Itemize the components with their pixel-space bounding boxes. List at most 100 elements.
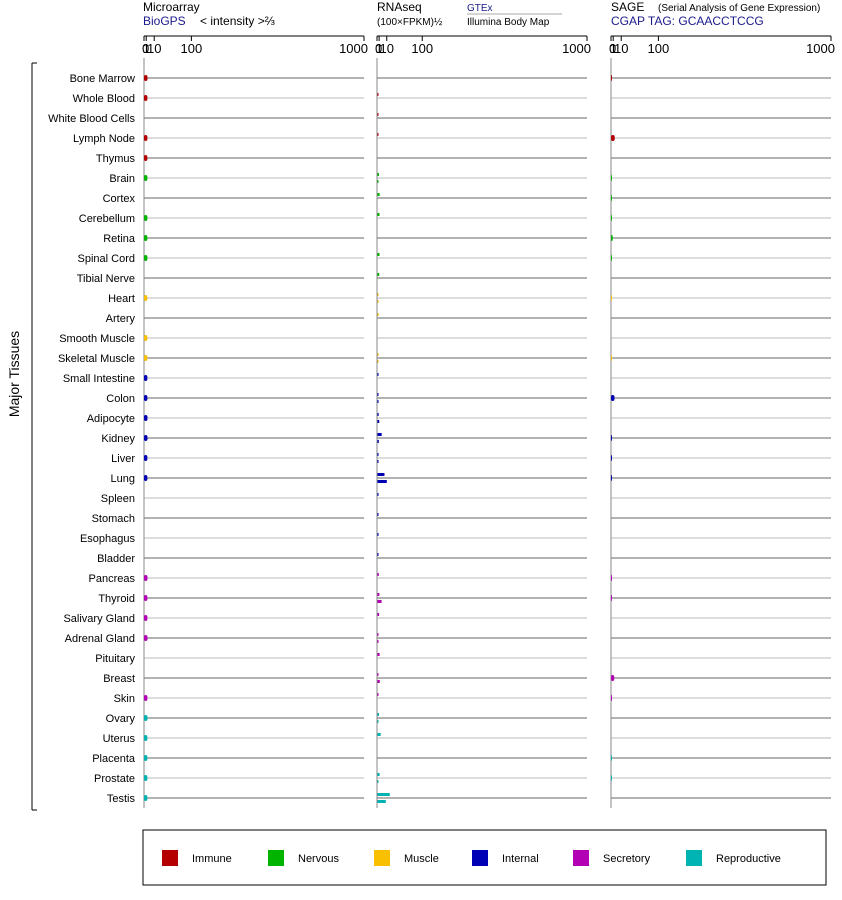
panel-unit-rnaseq: (100×FPKM)½ bbox=[377, 17, 443, 28]
bar-illumina-breast bbox=[377, 680, 380, 683]
tissue-label-small-intestine: Small Intestine bbox=[63, 373, 135, 385]
tissue-label-lymph-node: Lymph Node bbox=[73, 133, 135, 145]
tick-label-p2-1: 1 bbox=[610, 41, 617, 56]
bar-gtex-spleen bbox=[377, 493, 379, 496]
bar-sage-retina bbox=[611, 235, 613, 241]
panel-title-rnaseq: RNAseq bbox=[377, 0, 422, 14]
bar-illumina-ovary bbox=[377, 720, 379, 723]
bar-sage-lung bbox=[611, 475, 612, 481]
tissue-label-salivary-gland: Salivary Gland bbox=[63, 613, 135, 625]
tissue-label-tibial-nerve: Tibial Nerve bbox=[77, 273, 135, 285]
bar-microarray-retina bbox=[144, 235, 148, 241]
bar-sage-brain bbox=[611, 175, 612, 181]
bar-sage-kidney bbox=[611, 435, 612, 441]
bar-illumina-skeletal-muscle bbox=[377, 360, 379, 363]
tissue-label-smooth-muscle: Smooth Muscle bbox=[59, 333, 135, 345]
tissue-label-bladder: Bladder bbox=[97, 553, 135, 565]
bar-microarray-spinal-cord bbox=[144, 255, 148, 261]
bar-microarray-placenta bbox=[144, 755, 148, 761]
tissue-label-brain: Brain bbox=[109, 173, 135, 185]
legend-swatch-reproductive bbox=[686, 850, 702, 866]
bar-gtex-colon bbox=[377, 393, 379, 396]
bar-sage-breast bbox=[611, 675, 615, 681]
bar-microarray-prostate bbox=[144, 775, 148, 781]
tick-label-p1-4: 1000 bbox=[562, 41, 591, 56]
tissue-label-skin: Skin bbox=[114, 693, 135, 705]
series-label-illumina: Illumina Body Map bbox=[467, 17, 550, 28]
legend-label-muscle: Muscle bbox=[404, 853, 439, 865]
bar-microarray-thymus bbox=[144, 155, 148, 161]
bar-microarray-adrenal-gland bbox=[144, 635, 148, 641]
bar-sage-lymph-node bbox=[611, 135, 615, 141]
legend-label-reproductive: Reproductive bbox=[716, 853, 781, 865]
bar-microarray-kidney bbox=[144, 435, 148, 441]
legend-swatch-nervous bbox=[268, 850, 284, 866]
tissue-label-stomach: Stomach bbox=[92, 513, 135, 525]
tissue-label-heart: Heart bbox=[108, 293, 135, 305]
bar-sage-liver bbox=[611, 455, 612, 461]
panel-title-sage: SAGE bbox=[611, 0, 644, 14]
bar-illumina-liver bbox=[377, 460, 379, 463]
bar-microarray-lymph-node bbox=[144, 135, 148, 141]
bar-sage-placenta bbox=[611, 755, 612, 761]
bar-microarray-small-intestine bbox=[144, 375, 148, 381]
bar-microarray-adipocyte bbox=[144, 415, 148, 421]
bar-sage-thyroid bbox=[611, 595, 612, 601]
tissue-label-ovary: Ovary bbox=[106, 713, 136, 725]
bar-gtex-adrenal-gland bbox=[377, 633, 379, 636]
bar-gtex-bladder bbox=[377, 553, 379, 556]
bar-illumina-kidney bbox=[377, 440, 379, 443]
y-axis-label: Major Tissues bbox=[6, 331, 22, 417]
bar-microarray-smooth-muscle bbox=[144, 335, 148, 341]
bar-microarray-pancreas bbox=[144, 575, 148, 581]
legend-swatch-muscle bbox=[374, 850, 390, 866]
bar-gtex-testis bbox=[377, 793, 390, 796]
bar-gtex-tibial-nerve bbox=[377, 273, 380, 276]
bar-sage-bone-marrow bbox=[611, 75, 612, 81]
bar-gtex-skeletal-muscle bbox=[377, 353, 379, 356]
tissue-label-colon: Colon bbox=[106, 393, 135, 405]
tissue-label-testis: Testis bbox=[107, 793, 136, 805]
tick-label-p1-1: 1 bbox=[375, 41, 382, 56]
bar-microarray-cerebellum bbox=[144, 215, 148, 221]
tick-label-p0-3: 100 bbox=[181, 41, 203, 56]
tick-label-p2-4: 1000 bbox=[806, 41, 835, 56]
legend-label-immune: Immune bbox=[192, 853, 232, 865]
bar-microarray-ovary bbox=[144, 715, 148, 721]
bar-illumina-adipocyte bbox=[377, 420, 380, 423]
tissue-label-uterus: Uterus bbox=[103, 733, 136, 745]
legend-label-internal: Internal bbox=[502, 853, 539, 865]
panel-source-biogps: BioGPS bbox=[143, 14, 186, 28]
legend-swatch-immune bbox=[162, 850, 178, 866]
bar-gtex-pituitary bbox=[377, 653, 380, 656]
tick-label-p2-3: 100 bbox=[648, 41, 670, 56]
tissue-label-kidney: Kidney bbox=[101, 433, 135, 445]
tissue-label-retina: Retina bbox=[103, 233, 136, 245]
bar-illumina-lung bbox=[377, 480, 387, 483]
tissue-label-pancreas: Pancreas bbox=[89, 573, 136, 585]
bar-gtex-kidney bbox=[377, 433, 382, 436]
bar-microarray-salivary-gland bbox=[144, 615, 148, 621]
bar-illumina-heart bbox=[377, 300, 379, 303]
bar-microarray-uterus bbox=[144, 735, 148, 741]
bar-illumina-brain bbox=[377, 180, 379, 183]
bar-illumina-colon bbox=[377, 400, 379, 403]
bar-sage-skeletal-muscle bbox=[611, 355, 612, 361]
tick-label-p1-2: 10 bbox=[380, 41, 394, 56]
bar-sage-spinal-cord bbox=[611, 255, 612, 261]
bar-gtex-brain bbox=[377, 173, 379, 176]
bar-gtex-cerebellum bbox=[377, 213, 380, 216]
tick-label-p1-3: 100 bbox=[411, 41, 433, 56]
panel-title-microarray: Microarray bbox=[143, 0, 200, 14]
bar-sage-cerebellum bbox=[611, 215, 612, 221]
tick-label-p1-0: 0 bbox=[375, 41, 382, 56]
tissue-label-adipocyte: Adipocyte bbox=[87, 413, 135, 425]
tissue-label-cerebellum: Cerebellum bbox=[79, 213, 135, 225]
tick-label-p0-1: 1 bbox=[143, 41, 150, 56]
bar-sage-colon bbox=[611, 395, 615, 401]
tissue-label-esophagus: Esophagus bbox=[80, 533, 136, 545]
bar-microarray-colon bbox=[144, 395, 148, 401]
bar-gtex-ovary bbox=[377, 713, 379, 716]
tissue-label-spleen: Spleen bbox=[101, 493, 135, 505]
